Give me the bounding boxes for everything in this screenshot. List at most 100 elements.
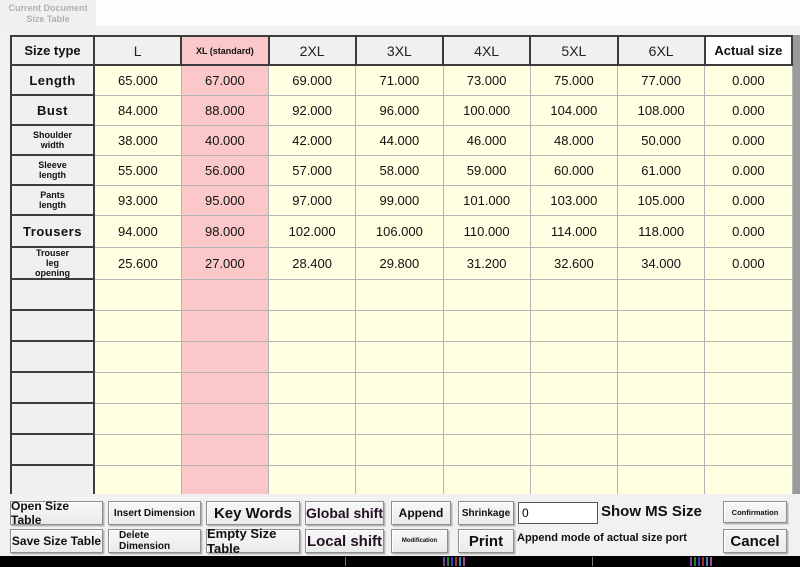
size-value-cell[interactable]: [93, 278, 182, 311]
size-value-cell[interactable]: [180, 464, 270, 497]
column-header-cell[interactable]: Actual size: [703, 35, 794, 66]
size-value-cell[interactable]: 0.000: [704, 124, 793, 156]
size-value-cell[interactable]: 100.000: [442, 94, 531, 126]
row-label-cell[interactable]: Trousers: [10, 214, 95, 248]
size-value-cell[interactable]: 118.000: [616, 214, 706, 248]
size-value-cell[interactable]: [442, 371, 531, 404]
size-value-cell[interactable]: [616, 433, 706, 466]
insert-dimension-button[interactable]: Insert Dimension: [108, 501, 201, 525]
size-value-cell[interactable]: 101.000: [442, 184, 531, 216]
size-value-cell[interactable]: [704, 278, 793, 311]
delete-dimension-button[interactable]: Delete Dimension: [108, 529, 201, 553]
size-value-cell[interactable]: 84.000: [93, 94, 182, 126]
key-words-button[interactable]: Key Words: [206, 501, 300, 525]
size-value-cell[interactable]: [180, 402, 270, 435]
size-value-cell[interactable]: [93, 402, 182, 435]
size-value-cell[interactable]: 97.000: [267, 184, 357, 216]
size-value-cell[interactable]: [93, 433, 182, 466]
size-value-cell[interactable]: [267, 402, 357, 435]
size-value-cell[interactable]: [355, 433, 444, 466]
empty-size-table-button[interactable]: Empty Size Table: [206, 526, 300, 556]
size-value-cell[interactable]: 103.000: [529, 184, 619, 216]
cancel-button[interactable]: Cancel: [723, 529, 787, 553]
size-value-cell[interactable]: [180, 433, 270, 466]
size-value-cell[interactable]: [442, 309, 531, 342]
size-value-cell[interactable]: 38.000: [93, 124, 182, 156]
size-value-cell[interactable]: 29.800: [355, 246, 444, 280]
size-value-cell[interactable]: [442, 340, 531, 373]
size-value-cell[interactable]: [704, 402, 793, 435]
size-value-cell[interactable]: 114.000: [529, 214, 619, 248]
column-header-cell[interactable]: 6XL: [616, 35, 706, 66]
size-value-cell[interactable]: 55.000: [93, 154, 182, 186]
size-value-cell[interactable]: [267, 309, 357, 342]
size-value-cell[interactable]: 0.000: [704, 154, 793, 186]
size-value-cell[interactable]: [704, 464, 793, 497]
size-value-cell[interactable]: 48.000: [529, 124, 619, 156]
size-value-cell[interactable]: 110.000: [442, 214, 531, 248]
size-value-cell[interactable]: [180, 340, 270, 373]
size-value-cell[interactable]: 77.000: [616, 64, 706, 96]
shrinkage-input[interactable]: [518, 502, 598, 524]
size-value-cell[interactable]: [93, 371, 182, 404]
size-value-cell[interactable]: 69.000: [267, 64, 357, 96]
size-value-cell[interactable]: 31.200: [442, 246, 531, 280]
size-value-cell[interactable]: 92.000: [267, 94, 357, 126]
row-label-cell[interactable]: [10, 371, 95, 404]
size-value-cell[interactable]: 0.000: [704, 246, 793, 280]
size-value-cell[interactable]: 95.000: [180, 184, 270, 216]
size-value-cell[interactable]: 0.000: [704, 214, 793, 248]
row-label-cell[interactable]: Length: [10, 64, 95, 96]
row-label-cell[interactable]: Pants length: [10, 184, 95, 216]
size-value-cell[interactable]: 59.000: [442, 154, 531, 186]
size-value-cell[interactable]: 46.000: [442, 124, 531, 156]
size-value-cell[interactable]: [267, 433, 357, 466]
row-label-cell[interactable]: Bust: [10, 94, 95, 126]
row-label-cell[interactable]: [10, 340, 95, 373]
size-value-cell[interactable]: 106.000: [355, 214, 444, 248]
size-value-cell[interactable]: [529, 464, 619, 497]
column-header-cell[interactable]: 4XL: [441, 35, 532, 66]
size-value-cell[interactable]: [355, 371, 444, 404]
size-value-cell[interactable]: 99.000: [355, 184, 444, 216]
size-value-cell[interactable]: 25.600: [93, 246, 182, 280]
size-value-cell[interactable]: [267, 278, 357, 311]
column-header-cell[interactable]: L: [92, 35, 183, 66]
size-value-cell[interactable]: [616, 278, 706, 311]
size-value-cell[interactable]: [442, 464, 531, 497]
size-value-cell[interactable]: [616, 309, 706, 342]
print-button[interactable]: Print: [458, 529, 514, 553]
size-value-cell[interactable]: [529, 278, 619, 311]
size-value-cell[interactable]: [616, 464, 706, 497]
save-size-table-button[interactable]: Save Size Table: [10, 529, 103, 553]
size-value-cell[interactable]: [442, 278, 531, 311]
size-value-cell[interactable]: [442, 402, 531, 435]
size-value-cell[interactable]: [442, 433, 531, 466]
size-value-cell[interactable]: [180, 309, 270, 342]
size-value-cell[interactable]: [704, 433, 793, 466]
size-value-cell[interactable]: [267, 371, 357, 404]
row-label-cell[interactable]: [10, 402, 95, 435]
size-value-cell[interactable]: 71.000: [355, 64, 444, 96]
size-value-cell[interactable]: 93.000: [93, 184, 182, 216]
global-shift-button[interactable]: Global shift: [305, 501, 384, 525]
column-header-cell[interactable]: 2XL: [267, 35, 357, 66]
size-value-cell[interactable]: 42.000: [267, 124, 357, 156]
size-value-cell[interactable]: 40.000: [180, 124, 270, 156]
size-value-cell[interactable]: 75.000: [529, 64, 619, 96]
size-value-cell[interactable]: [267, 464, 357, 497]
confirmation-button[interactable]: Confirmation: [723, 501, 787, 523]
modification-button[interactable]: Modification: [391, 529, 448, 553]
size-value-cell[interactable]: 88.000: [180, 94, 270, 126]
size-value-cell[interactable]: [355, 464, 444, 497]
column-header-cell[interactable]: 3XL: [354, 35, 445, 66]
size-value-cell[interactable]: 65.000: [93, 64, 182, 96]
shrinkage-button[interactable]: Shrinkage: [458, 501, 514, 525]
size-value-cell[interactable]: 61.000: [616, 154, 706, 186]
size-value-cell[interactable]: [529, 309, 619, 342]
size-value-cell[interactable]: [529, 340, 619, 373]
size-value-cell[interactable]: [616, 402, 706, 435]
size-value-cell[interactable]: 0.000: [704, 184, 793, 216]
row-label-cell[interactable]: [10, 433, 95, 466]
row-label-cell[interactable]: Shoulder width: [10, 124, 95, 156]
